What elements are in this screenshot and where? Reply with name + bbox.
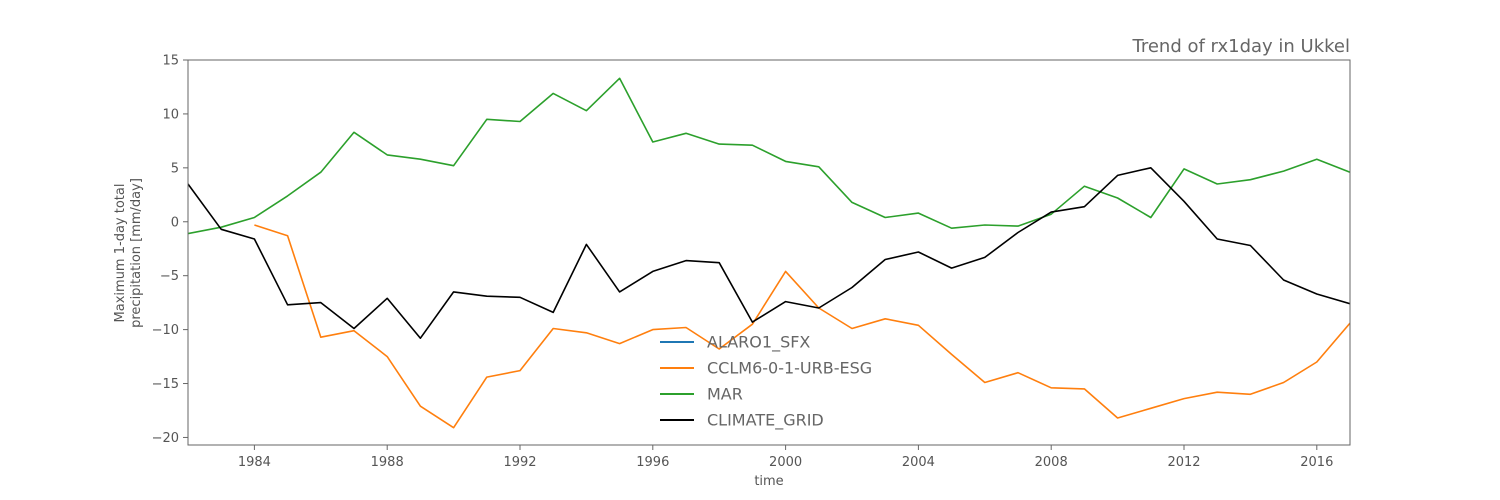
axis-ticks: 1984 1988 1992 1996 2000 2004 2008 2012 2016 −20 −… [152, 54, 1334, 471]
legend-label: ALARO1_SFX [707, 333, 810, 353]
y-tick-label: 10 [162, 107, 179, 122]
y-tick-label: −10 [152, 323, 179, 338]
series-line-cclm6-0-1-urb-esg [254, 224, 1350, 429]
x-tick-label: 1988 [371, 455, 404, 470]
chart-title: Trend of rx1day in Ukkel [1132, 36, 1351, 57]
x-tick-label: 1996 [636, 455, 669, 470]
series-line-climate-grid [188, 167, 1350, 340]
plot-area [188, 77, 1350, 429]
legend-label: CCLM6-0-1-URB-ESG [707, 359, 872, 378]
y-axis-label-line-1: Maximum 1-day total [113, 184, 128, 323]
y-tick-label: 5 [171, 161, 179, 176]
y-tick-label: −20 [152, 431, 179, 446]
y-tick-label: 15 [162, 54, 179, 69]
legend-label: CLIMATE_GRID [707, 411, 824, 431]
x-tick-label: 2012 [1167, 455, 1200, 470]
x-tick-label: 1992 [503, 455, 536, 470]
plot-frame [187, 59, 1351, 446]
y-tick-label: −15 [152, 377, 179, 392]
legend-label: MAR [707, 385, 743, 404]
x-tick-label: 2004 [902, 455, 935, 470]
x-tick-label: 2008 [1035, 455, 1068, 470]
y-tick-label: 0 [171, 215, 179, 230]
x-tick-label: 2016 [1300, 455, 1333, 470]
legend: ALARO1_SFX CCLM6-0-1-URB-ESG MAR CLIMATE_GR… [660, 333, 872, 431]
x-axis-label: time [754, 474, 783, 489]
x-tick-label: 2000 [769, 455, 802, 470]
y-axis-label-line-2: precipitation [mm/day] [129, 178, 144, 328]
y-tick-label: −5 [160, 269, 179, 284]
series-line-mar [188, 77, 1350, 235]
x-tick-label: 1984 [238, 455, 271, 470]
